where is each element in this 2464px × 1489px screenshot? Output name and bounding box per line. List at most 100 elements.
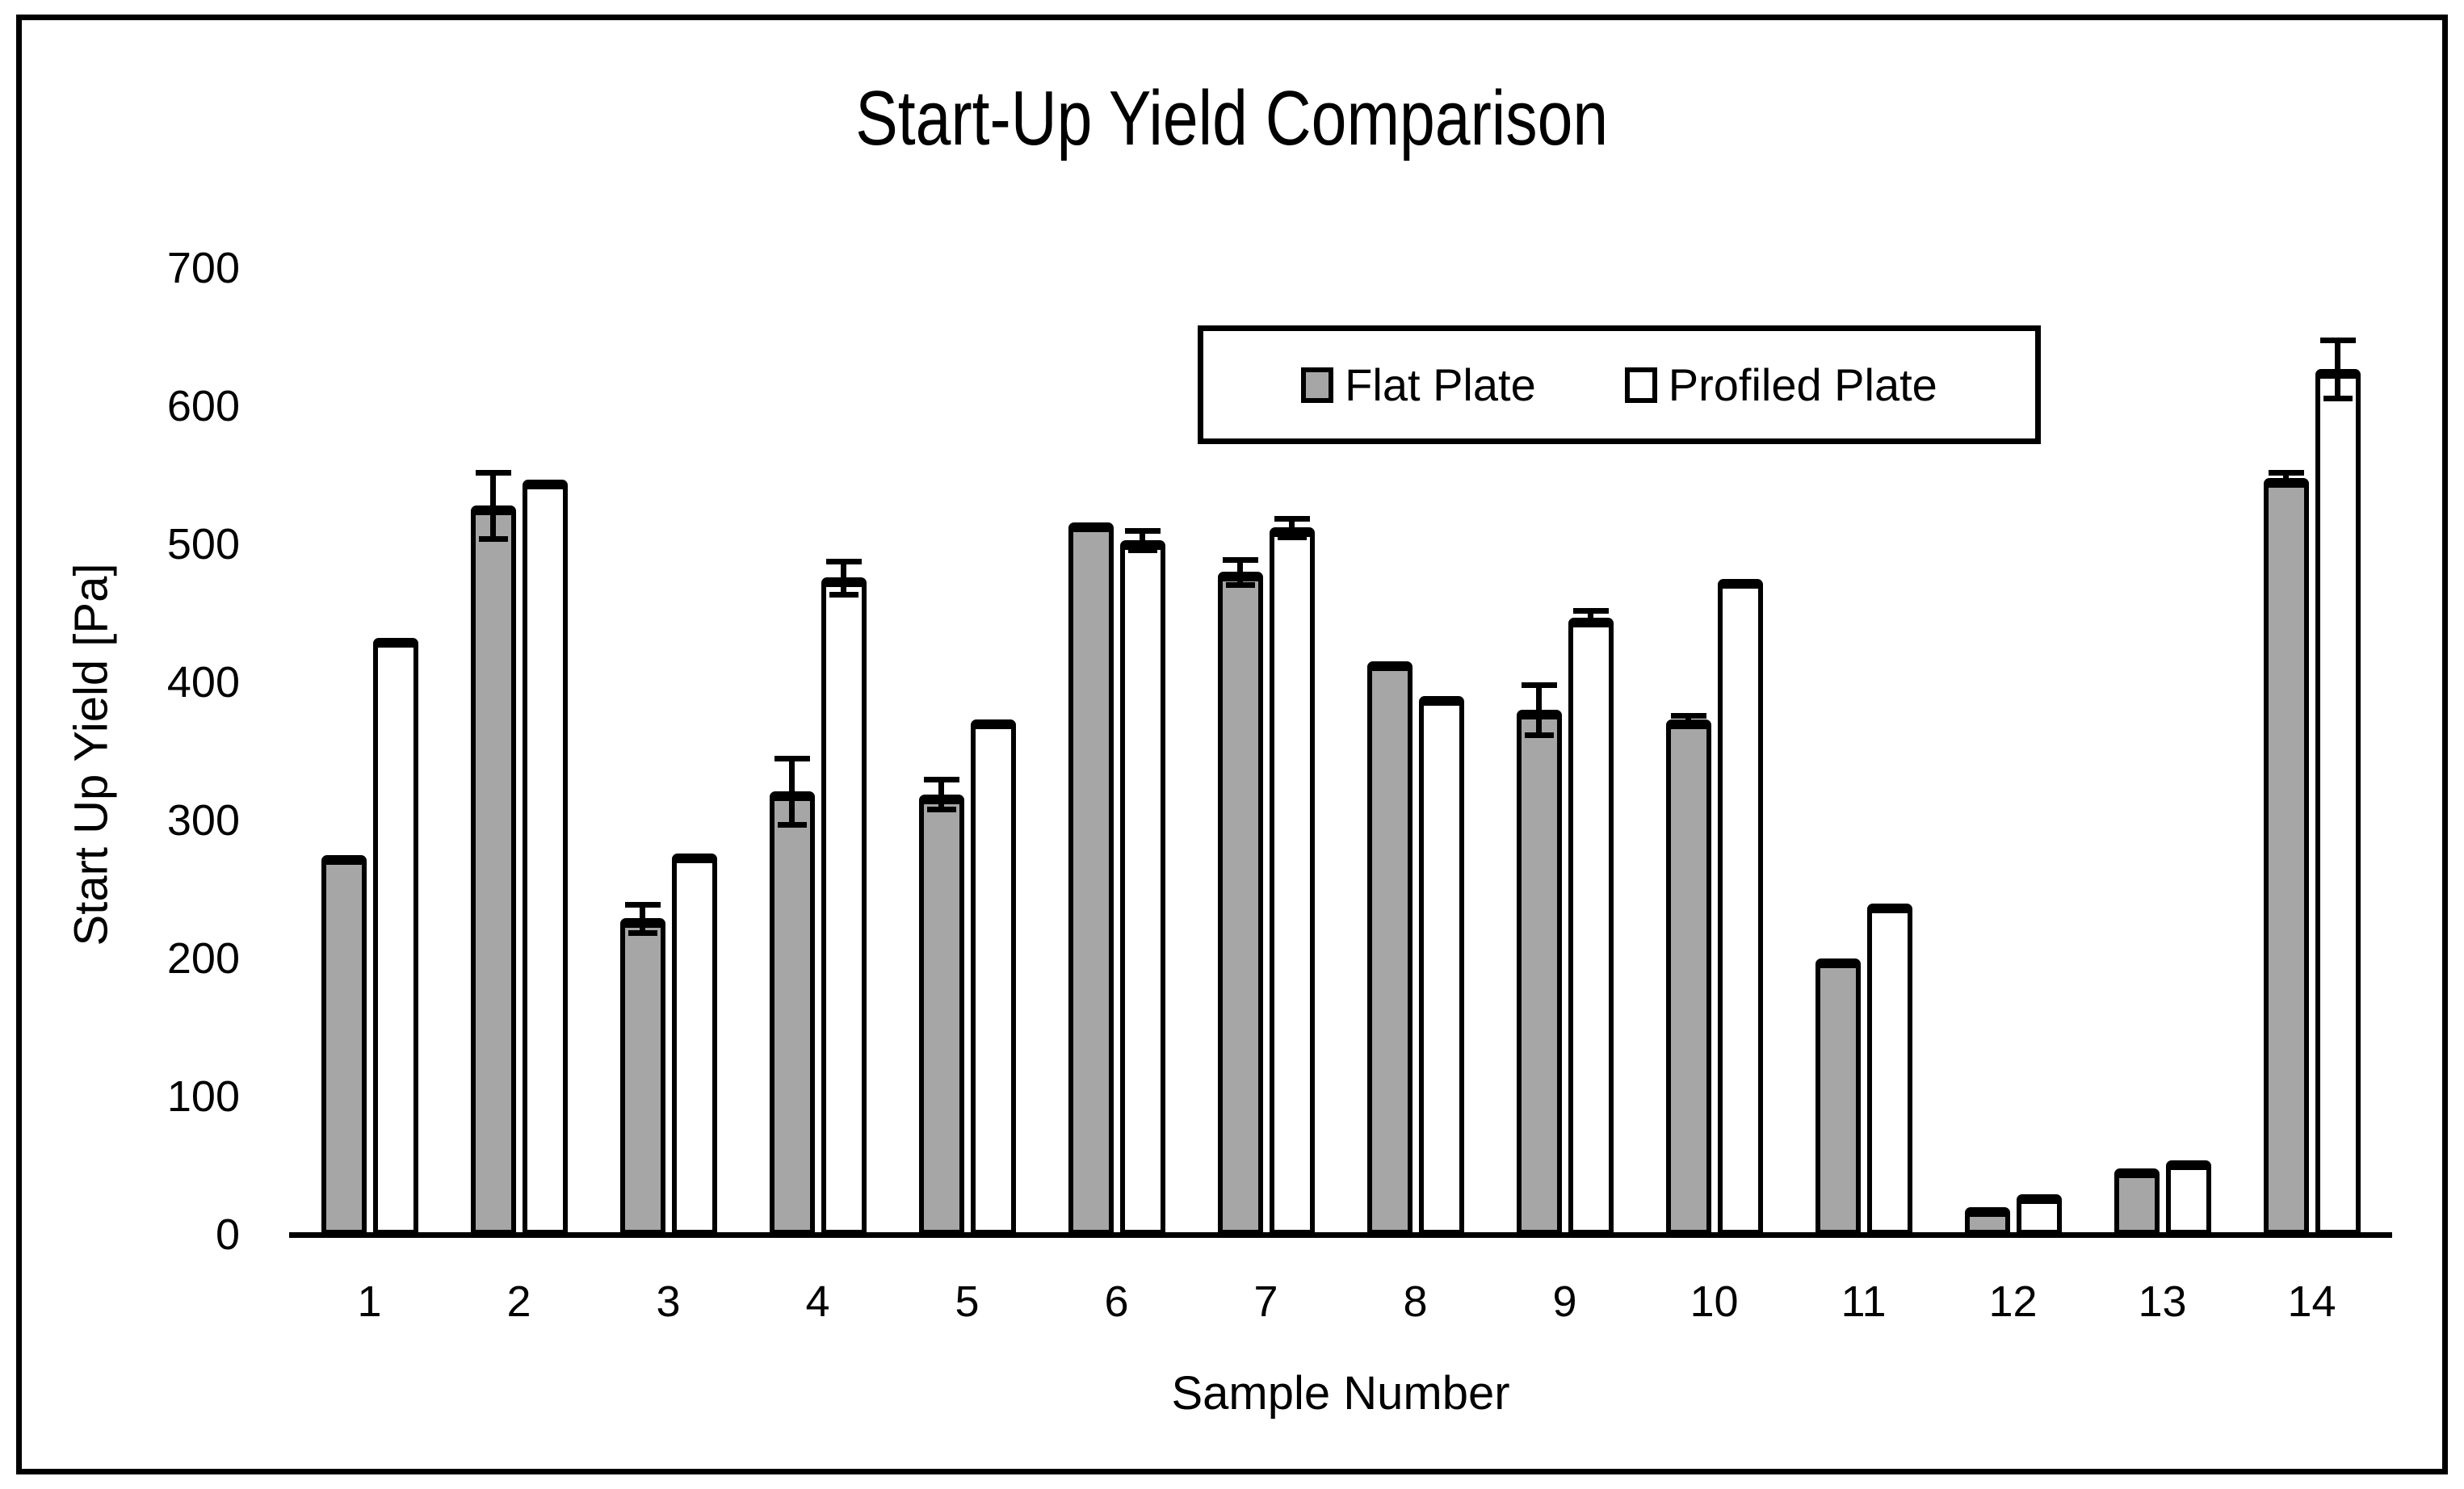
y-tick-label: 200 — [166, 934, 240, 983]
x-tick-label: 7 — [1253, 1277, 1278, 1326]
flat-plate-bar-sample-10 — [1665, 719, 1711, 1235]
profiled-plate-bar-sample-11 — [1866, 904, 1912, 1235]
error-bar-cap-top — [475, 470, 511, 476]
x-tick-label: 12 — [1988, 1277, 2038, 1326]
error-bar-cap-top — [774, 756, 810, 762]
plot-area — [295, 268, 2386, 1235]
error-bar-whisker — [938, 778, 944, 810]
error-bar-cap-top — [1124, 527, 1161, 534]
flat-plate-bar-sample-6 — [1068, 522, 1114, 1235]
x-tick-label: 8 — [1403, 1277, 1428, 1326]
error-bar-cap-top — [2268, 470, 2304, 476]
y-tick-label: 700 — [166, 244, 240, 292]
error-bar-cap-bottom — [2323, 395, 2353, 401]
flat-plate-bar-sample-1 — [321, 855, 367, 1235]
profiled-plate-bar-sample-12 — [2016, 1194, 2062, 1235]
profiled-plate-bar-sample-3 — [671, 854, 717, 1235]
profiled-plate-bar-sample-5 — [970, 719, 1016, 1235]
flat-plate-bar-sample-11 — [1815, 958, 1861, 1235]
x-tick-label: 5 — [955, 1277, 980, 1326]
profiled-plate-bar-sample-14 — [2315, 369, 2361, 1235]
error-bar-whisker — [490, 472, 496, 539]
flat-plate-bar-sample-14 — [2263, 478, 2309, 1235]
flat-plate-bar-sample-9 — [1516, 710, 1562, 1235]
error-bar-whisker — [789, 758, 795, 825]
legend-item-flat-plate: Flat Plate — [1301, 359, 1536, 411]
profiled-plate-bar-sample-2 — [522, 480, 568, 1235]
error-bar-cap-bottom — [1524, 732, 1554, 738]
y-axis-title: Start Up Yield [Pa] — [65, 563, 118, 946]
x-tick-label: 2 — [506, 1277, 531, 1326]
profiled-plate-bar-sample-4 — [821, 577, 867, 1235]
error-bar-cap-top — [2319, 337, 2356, 343]
error-bar-cap-top — [1222, 556, 1258, 563]
error-bar-cap-bottom — [926, 807, 956, 813]
x-tick-label: 4 — [805, 1277, 830, 1326]
error-bar-whisker — [2335, 339, 2340, 398]
error-bar-whisker — [2283, 472, 2289, 484]
x-tick-label: 13 — [2138, 1277, 2187, 1326]
y-tick-label: 500 — [166, 520, 240, 568]
x-tick-label: 10 — [1690, 1277, 1739, 1326]
figure-border — [16, 15, 2448, 1474]
error-bar-cap-bottom — [1127, 547, 1157, 553]
legend-label-flat-plate: Flat Plate — [1345, 359, 1536, 410]
error-bar-cap-top — [1521, 682, 1557, 689]
error-bar-cap-bottom — [2271, 480, 2301, 487]
error-bar-whisker — [1536, 685, 1542, 735]
error-bar-whisker — [1289, 518, 1295, 538]
y-tick-label: 100 — [166, 1072, 240, 1121]
error-bar-cap-top — [624, 902, 661, 908]
error-bar-cap-bottom — [478, 536, 508, 543]
y-tick-label: 400 — [166, 658, 240, 707]
error-bar-cap-top — [923, 776, 959, 782]
y-tick-label: 0 — [215, 1210, 240, 1259]
flat-plate-bar-sample-2 — [470, 505, 516, 1235]
profiled-plate-bar-sample-9 — [1568, 618, 1614, 1235]
error-bar-cap-bottom — [1225, 581, 1255, 588]
x-axis-line — [289, 1232, 2392, 1238]
profiled-plate-bar-sample-6 — [1119, 540, 1165, 1235]
flat-plate-bar-sample-5 — [918, 795, 964, 1235]
flat-plate-bar-sample-4 — [769, 791, 815, 1235]
x-tick-label: 3 — [656, 1277, 681, 1326]
chart-title: Start-Up Yield Comparison — [0, 74, 2464, 163]
error-bar-whisker — [1237, 559, 1243, 585]
flat-plate-bar-sample-3 — [619, 918, 665, 1235]
error-bar-cap-bottom — [1576, 622, 1606, 628]
error-bar-cap-top — [825, 558, 862, 564]
error-bar-cap-top — [1572, 608, 1609, 614]
legend-item-profiled-plate: Profiled Plate — [1624, 359, 1937, 411]
error-bar-whisker — [1588, 610, 1593, 625]
x-tick-label: 11 — [1841, 1277, 1887, 1326]
profiled-plate-swatch-icon — [1624, 367, 1657, 403]
error-bar-cap-bottom — [628, 929, 657, 936]
x-axis-title: Sample Number — [1171, 1367, 1510, 1420]
error-bar-whisker — [1140, 530, 1145, 550]
error-bar-cap-bottom — [1673, 721, 1703, 728]
x-tick-label: 6 — [1104, 1277, 1129, 1326]
error-bar-whisker — [640, 904, 645, 933]
profiled-plate-bar-sample-1 — [372, 638, 418, 1235]
chart-title-text: Start-Up Yield Comparison — [855, 75, 1609, 161]
flat-plate-bar-sample-12 — [1964, 1207, 2010, 1235]
error-bar-cap-top — [1670, 713, 1706, 719]
flat-plate-swatch-icon — [1301, 367, 1334, 403]
x-tick-label: 1 — [357, 1277, 382, 1326]
x-tick-label: 14 — [2287, 1277, 2336, 1326]
error-bar-whisker — [1685, 715, 1691, 724]
profiled-plate-bar-sample-7 — [1269, 527, 1315, 1235]
error-bar-whisker — [841, 560, 846, 594]
flat-plate-bar-sample-8 — [1366, 661, 1412, 1235]
flat-plate-bar-sample-13 — [2113, 1168, 2160, 1235]
error-bar-cap-top — [1274, 515, 1310, 522]
profiled-plate-bar-sample-10 — [1717, 579, 1763, 1235]
profiled-plate-bar-sample-8 — [1418, 696, 1464, 1235]
y-tick-label: 600 — [166, 382, 240, 430]
x-tick-label: 9 — [1552, 1277, 1577, 1326]
legend: Flat Plate Profiled Plate — [1198, 325, 2041, 444]
error-bar-cap-bottom — [777, 822, 807, 828]
legend-label-profiled-plate: Profiled Plate — [1668, 359, 1937, 410]
y-tick-label: 300 — [166, 796, 240, 845]
